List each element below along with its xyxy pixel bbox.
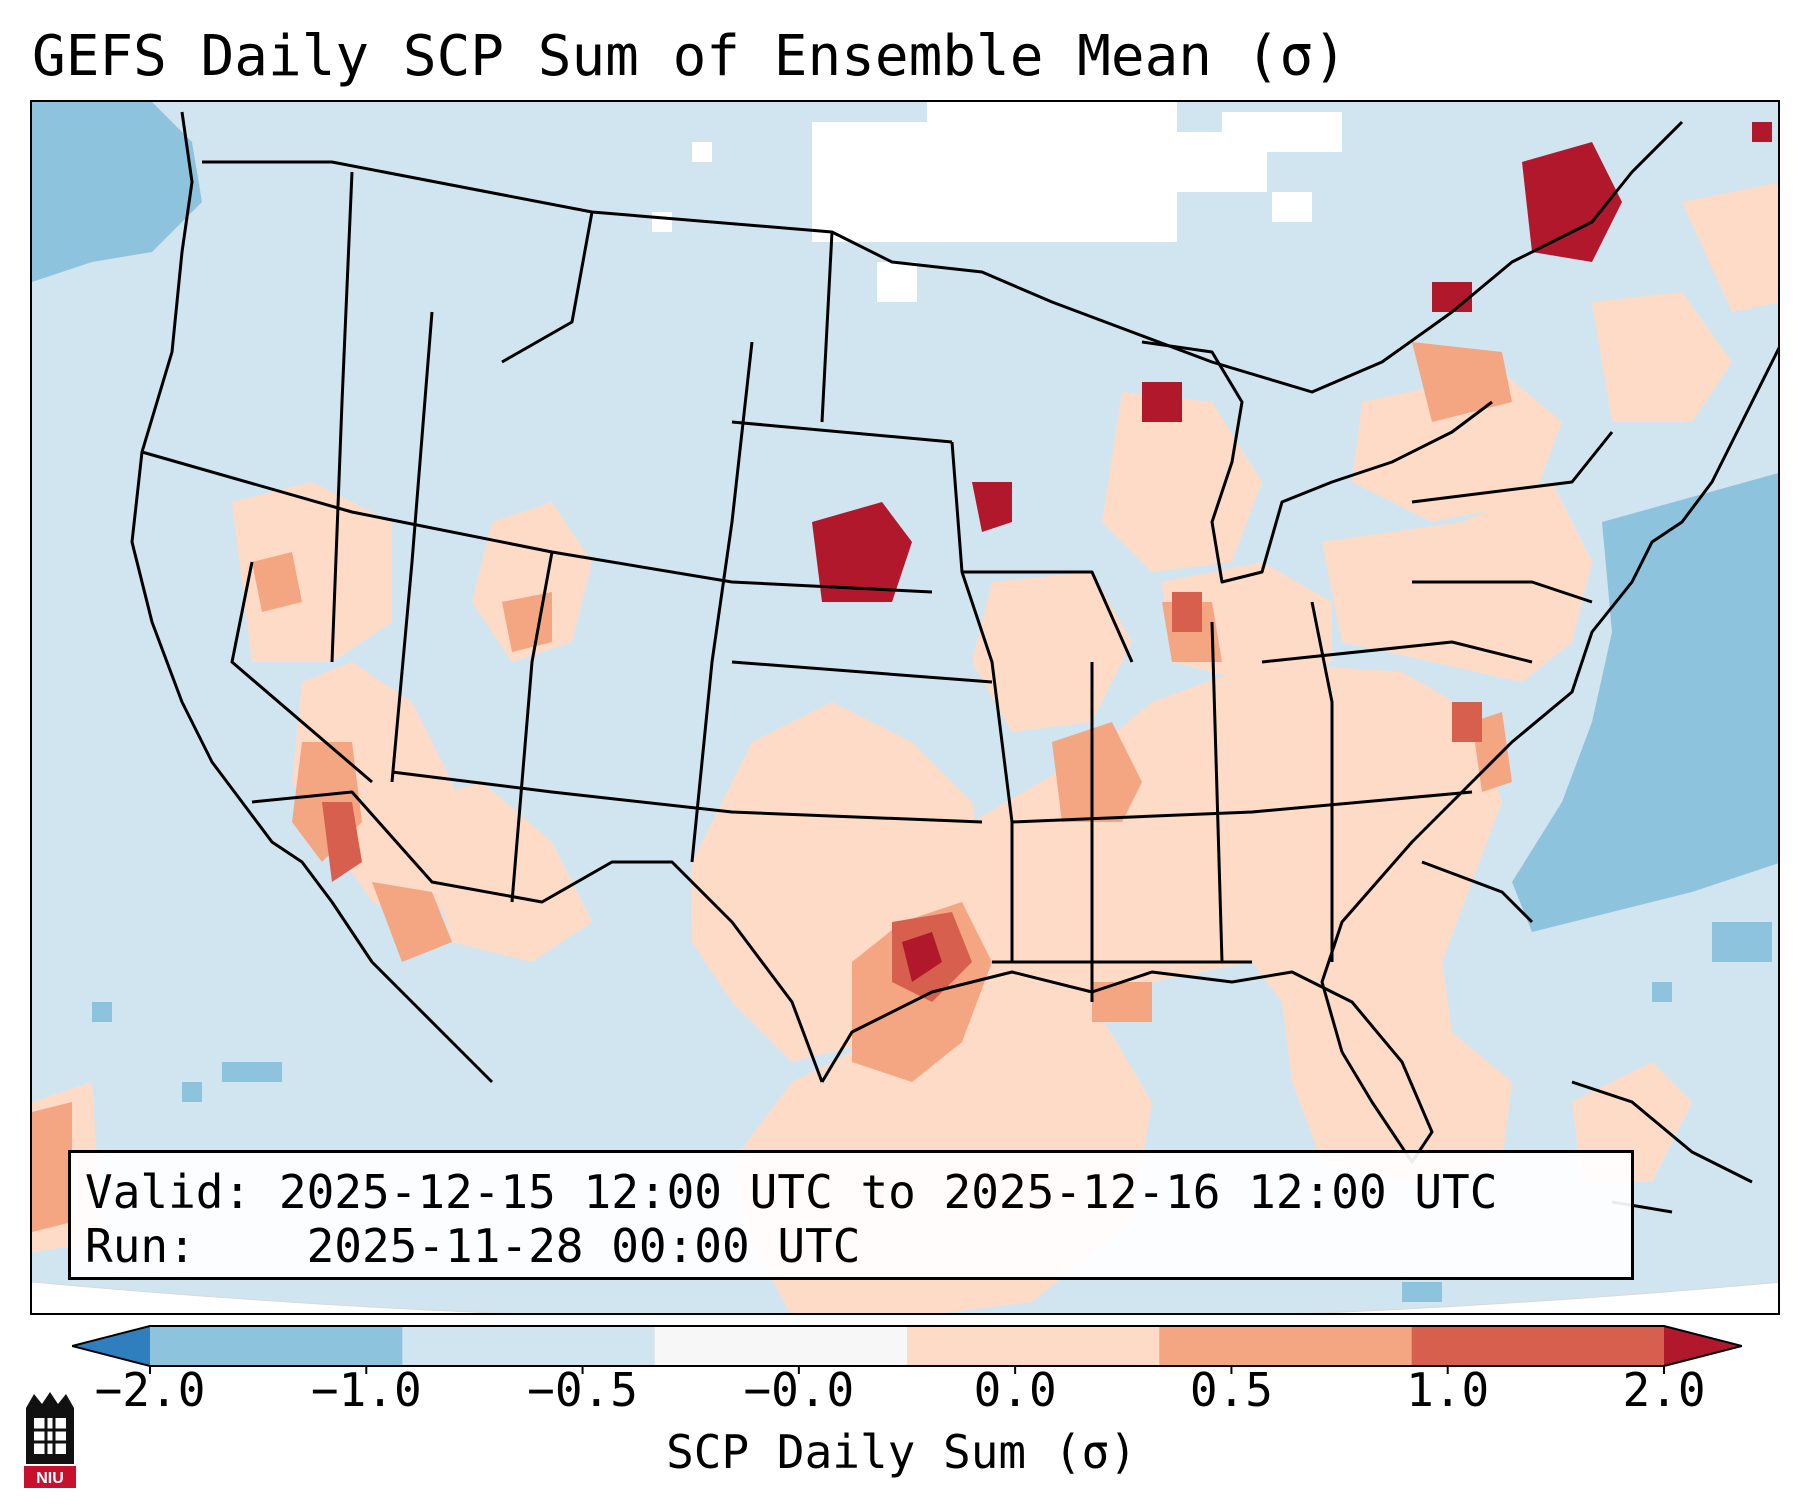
valid-label: Valid: (85, 1165, 252, 1219)
colorbar-tick-label: −2.0 (94, 1363, 206, 1417)
run-time: 2025-11-28 00:00 UTC (306, 1219, 861, 1273)
logo-text: NIU (36, 1470, 64, 1487)
colorbar-segment (654, 1326, 908, 1366)
state-line-3 (230, 561, 373, 784)
map-title: GEFS Daily SCP Sum of Ensemble Mean (σ) (32, 24, 1347, 89)
state-line-10 (731, 420, 953, 444)
run-line: Run: 2025-11-28 00:00 UTC (85, 1219, 1631, 1273)
state-line-7 (690, 341, 754, 863)
colorbar (72, 1325, 1742, 1374)
state-line-20 (1261, 640, 1533, 664)
colorbar-segment (150, 1326, 403, 1366)
colorbar-tick-label: 0.0 (973, 1363, 1057, 1417)
state-line-8 (391, 770, 983, 824)
colorbar-segment (1159, 1326, 1413, 1366)
run-label: Run: (85, 1219, 196, 1273)
state-line-16 (1210, 621, 1224, 963)
colorbar-tick-label: −0.5 (527, 1363, 638, 1417)
negative-areas (32, 102, 1778, 1302)
colorbar-tick-label: 0.5 (1189, 1363, 1273, 1417)
state-line-2 (141, 450, 553, 554)
colorbar-segment (402, 1326, 656, 1366)
validity-info-box: Valid: 2025-12-15 12:00 UTC to 2025-12-1… (68, 1150, 1634, 1280)
state-line-5 (501, 211, 594, 364)
valid-range: 2025-12-15 12:00 UTC to 2025-12-16 12:00… (278, 1165, 1498, 1219)
colorbar-tick-label: 1.0 (1406, 1363, 1490, 1417)
valid-line: Valid: 2025-12-15 12:00 UTC to 2025-12-1… (85, 1165, 1631, 1219)
extreme-positive-areas (812, 122, 1772, 982)
state-line-12 (731, 660, 993, 684)
state-line-18 (1310, 601, 1334, 962)
map-edge-curve (32, 1281, 1778, 1313)
map-panel[interactable] (30, 100, 1780, 1315)
east-coast (1320, 341, 1778, 1053)
west-coast (130, 111, 494, 1084)
mexico-border (251, 790, 824, 1083)
colorbar-segment (907, 1326, 1160, 1366)
neutral-areas (652, 102, 1342, 302)
state-line-6 (510, 551, 554, 903)
colorbar-label: SCP Daily Sum (σ) (666, 1425, 1137, 1479)
state-line-23 (1412, 580, 1593, 604)
map-canvas[interactable] (32, 102, 1780, 1315)
colorbar-tick-label: −1.0 (310, 1363, 422, 1417)
state-line-19 (1411, 431, 1614, 504)
great-lakes (1141, 340, 1493, 584)
state-line-4 (390, 311, 434, 783)
colorbar-tick-label: −0.0 (743, 1363, 855, 1417)
state-line-9 (551, 550, 933, 594)
colorbar-tick-label: 2.0 (1622, 1363, 1706, 1417)
niu-logo: NIU (24, 1392, 76, 1488)
state-line-13 (820, 231, 834, 423)
state-line-11 (950, 441, 1014, 962)
state-line-14 (962, 570, 1134, 663)
state-line-1 (330, 171, 354, 663)
colorbar-segment (1411, 1326, 1665, 1366)
colorbar-extend-high (1664, 1326, 1742, 1366)
colorbar-extend-low (72, 1326, 150, 1366)
state-line-21 (1421, 860, 1534, 924)
